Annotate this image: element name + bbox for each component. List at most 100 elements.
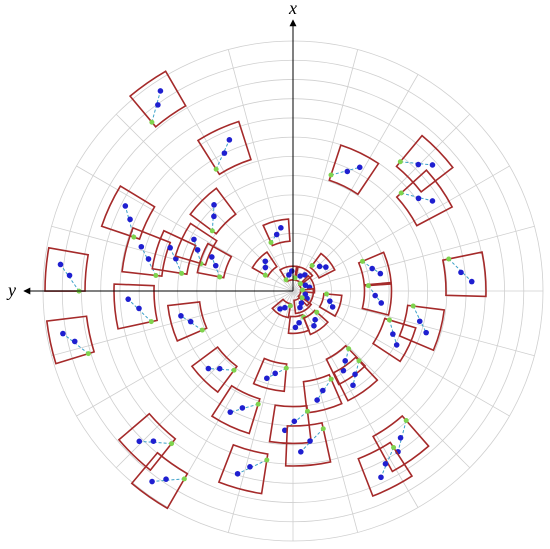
blue-point xyxy=(458,269,464,276)
green-point xyxy=(328,172,334,178)
blue-point xyxy=(302,282,309,289)
box xyxy=(113,283,159,330)
blue-point xyxy=(377,270,384,277)
blue-point xyxy=(393,342,400,348)
blue-point xyxy=(178,313,184,319)
box xyxy=(251,250,278,278)
green-point xyxy=(324,291,330,297)
grid-spoke xyxy=(292,290,535,357)
green-point xyxy=(299,295,305,301)
green-point xyxy=(264,457,270,463)
box xyxy=(45,315,96,365)
box xyxy=(357,251,393,286)
blue-point xyxy=(429,198,436,204)
box xyxy=(441,251,487,298)
box xyxy=(117,412,177,472)
blue-point xyxy=(350,382,356,389)
blue-point xyxy=(155,102,161,108)
blue-point xyxy=(429,162,436,168)
blue-point xyxy=(297,273,304,279)
green-point xyxy=(365,283,371,289)
box xyxy=(271,298,292,319)
blue-point xyxy=(342,358,349,364)
box xyxy=(284,421,332,467)
blue-point xyxy=(273,231,280,238)
blue-point xyxy=(316,263,323,270)
green-point xyxy=(131,234,137,240)
green-point xyxy=(446,256,452,262)
blue-point xyxy=(369,265,375,272)
axis-label: x xyxy=(288,0,297,18)
green-point xyxy=(217,274,223,280)
green-point xyxy=(386,317,392,323)
blue-point xyxy=(247,464,253,470)
green-point xyxy=(297,281,303,287)
blue-point xyxy=(264,375,270,382)
box xyxy=(395,169,454,227)
green-point xyxy=(213,166,219,172)
green-point xyxy=(283,365,289,371)
blue-point xyxy=(66,272,73,279)
grid-spoke xyxy=(292,165,510,292)
blue-point xyxy=(292,324,299,331)
blue-point xyxy=(314,397,320,403)
blue-point xyxy=(415,161,422,168)
green-point xyxy=(149,119,155,125)
green-point xyxy=(255,401,261,407)
blue-point xyxy=(272,370,279,377)
blue-point xyxy=(212,262,219,269)
green-point xyxy=(268,240,274,246)
blue-point xyxy=(344,168,351,175)
blue-point xyxy=(145,256,152,262)
link xyxy=(388,319,398,346)
blue-point xyxy=(329,304,336,310)
blue-point xyxy=(71,338,78,345)
grid-spoke xyxy=(51,225,294,292)
green-point xyxy=(231,367,237,373)
blue-point xyxy=(205,365,212,372)
green-point xyxy=(287,303,293,309)
blue-point xyxy=(302,291,309,298)
box xyxy=(371,317,417,363)
blue-point xyxy=(320,387,326,394)
blue-point xyxy=(323,264,329,270)
blue-point xyxy=(127,216,133,223)
blue-point xyxy=(221,150,228,156)
box xyxy=(196,242,233,279)
blue-point xyxy=(327,298,333,304)
blue-point xyxy=(262,258,269,265)
blue-point xyxy=(209,254,215,260)
blue-point xyxy=(286,272,292,278)
blue-point xyxy=(352,371,358,378)
blue-point xyxy=(372,292,378,299)
blue-point xyxy=(282,304,288,311)
blue-point xyxy=(211,202,217,208)
green-point xyxy=(85,351,91,357)
blue-point xyxy=(423,329,429,336)
blue-point xyxy=(278,225,284,231)
box xyxy=(328,144,380,196)
blue-point xyxy=(157,88,164,94)
blue-point xyxy=(262,264,269,271)
blue-point xyxy=(191,236,197,243)
box xyxy=(395,134,454,194)
green-point xyxy=(398,190,404,196)
box xyxy=(318,292,343,318)
grid-spoke xyxy=(115,290,294,469)
box xyxy=(293,295,313,315)
box xyxy=(262,218,291,247)
grid-spoke xyxy=(292,74,419,292)
blue-point xyxy=(122,203,129,209)
blue-point xyxy=(468,278,475,285)
green-point xyxy=(328,376,334,382)
green-point xyxy=(209,228,215,234)
box xyxy=(190,346,238,394)
blue-point xyxy=(138,243,145,250)
blue-point xyxy=(356,164,363,171)
grid-spoke xyxy=(292,49,359,292)
blue-point xyxy=(415,195,422,202)
box xyxy=(361,283,393,316)
green-point xyxy=(262,272,268,278)
green-point xyxy=(179,270,185,276)
